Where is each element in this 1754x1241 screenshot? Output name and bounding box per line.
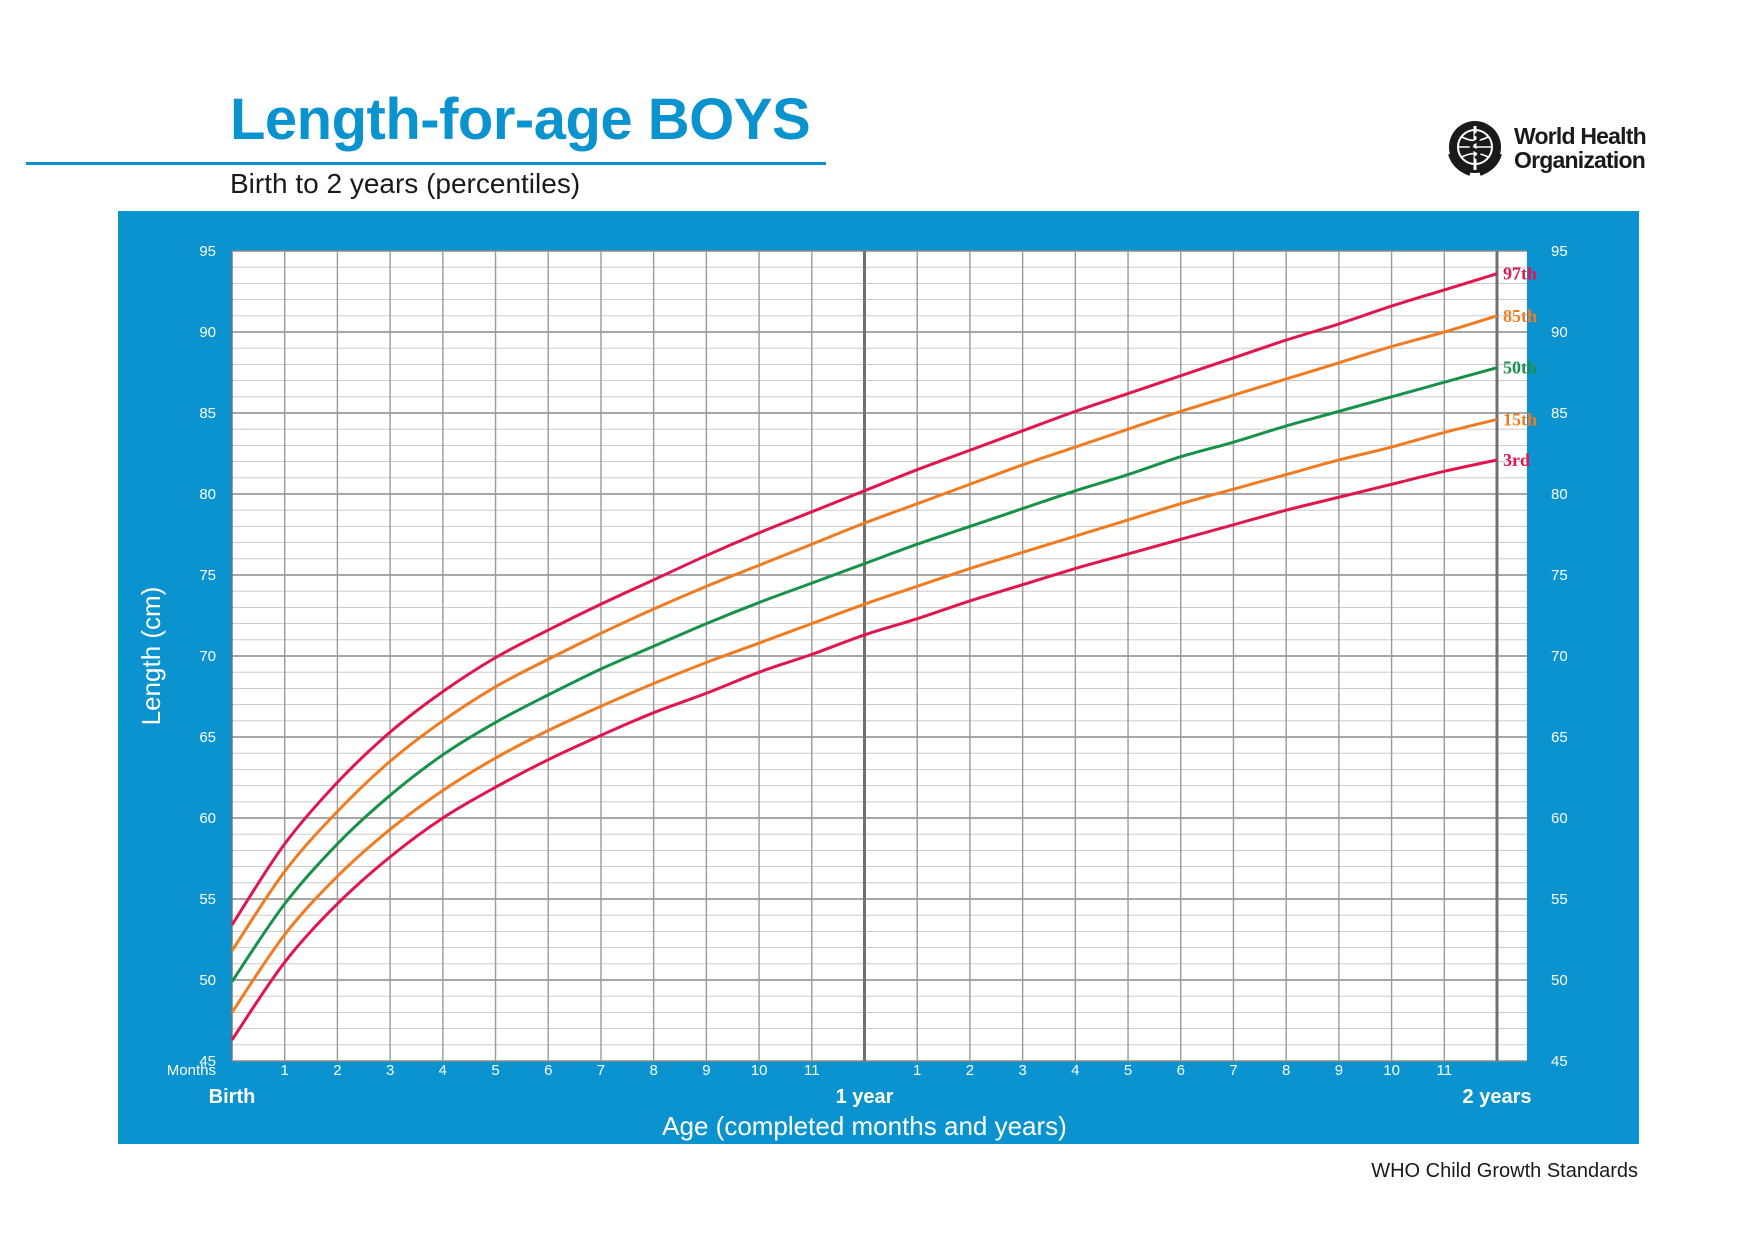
chart-title: Length-for-age BOYS — [230, 87, 811, 152]
x-tick-label: 10 — [1383, 1062, 1400, 1079]
series-line-97th — [230, 272, 1498, 926]
x-tick-label: 6 — [544, 1062, 552, 1079]
y-tick-label-right: 50 — [1551, 972, 1568, 989]
x-tick-label: 2 — [333, 1062, 341, 1079]
chart-panel: 45 45 50 50 55 55 60 60 65 65 70 70 75 75 80 80 85 85 90 90… — [118, 211, 1639, 1144]
y-tick-label-left: 45 — [199, 1053, 216, 1070]
title-underline — [26, 162, 826, 165]
x-tick-label: 1 — [913, 1062, 921, 1079]
x-tick-label: 3 — [386, 1062, 394, 1079]
series-line-85th — [230, 314, 1498, 952]
y-tick-label-left: 55 — [199, 891, 216, 908]
y-tick-label-right: 45 — [1551, 1053, 1568, 1070]
who-org-name: World Health Organization — [1514, 123, 1647, 173]
x-tick-label: 7 — [1229, 1062, 1237, 1079]
y-tick-label-left: 85 — [199, 405, 216, 422]
x-tick-label: 4 — [439, 1062, 447, 1079]
x-tick-label: 8 — [1282, 1062, 1290, 1079]
series-label: 15th — [1503, 409, 1537, 429]
y-tick-label-left: 70 — [199, 648, 216, 665]
who-org-name-line2: Organization — [1514, 147, 1646, 173]
series-label: 3rd — [1503, 450, 1530, 470]
y-tick-label-right: 75 — [1551, 567, 1568, 584]
y-tick-label-right: 85 — [1551, 405, 1568, 422]
x-tick-label: 6 — [1177, 1062, 1185, 1079]
x-axis-title: Age (completed months and years) — [662, 1111, 1067, 1141]
series-line-15th — [230, 418, 1498, 1014]
series-label: 97th — [1503, 264, 1537, 284]
y-tick-label-left: 60 — [199, 810, 216, 827]
y-tick-label-right: 90 — [1551, 324, 1568, 341]
y-tick-label-left: 65 — [199, 729, 216, 746]
who-emblem-icon — [1448, 121, 1502, 176]
x-tick-label: 2 — [966, 1062, 974, 1079]
y-tick-label-right: 65 — [1551, 729, 1568, 746]
x-axis-prefix: Months — [167, 1062, 216, 1079]
y-tick-label-left: 50 — [199, 972, 216, 989]
x-tick-label: 5 — [491, 1062, 499, 1079]
y-tick-label-left: 95 — [199, 243, 216, 260]
series-label: 85th — [1503, 306, 1537, 326]
x-tick-label: 7 — [597, 1062, 605, 1079]
x-tick-label: 5 — [1124, 1062, 1132, 1079]
x-tick-label: 1 — [281, 1062, 289, 1079]
y-tick-label-left: 80 — [199, 486, 216, 503]
x-tick-label: 4 — [1071, 1062, 1079, 1079]
y-tick-label-right: 70 — [1551, 648, 1568, 665]
series-line-3rd — [230, 458, 1498, 1041]
y-tick-label-left: 75 — [199, 567, 216, 584]
who-org-name-line1: World Health — [1514, 123, 1647, 149]
x-milestone-label: 2 years — [1463, 1086, 1532, 1108]
x-tick-label: 10 — [751, 1062, 768, 1079]
who-logo: World Health Organization — [1440, 114, 1650, 186]
x-milestone-label: Birth — [209, 1086, 256, 1108]
x-milestone-label: 1 year — [836, 1086, 894, 1108]
x-tick-label: 9 — [702, 1062, 710, 1079]
chart-subtitle: Birth to 2 years (percentiles) — [230, 168, 581, 199]
y-tick-label-left: 90 — [199, 324, 216, 341]
x-tick-label: 9 — [1335, 1062, 1343, 1079]
y-tick-label-right: 80 — [1551, 486, 1568, 503]
x-tick-label: 11 — [804, 1062, 820, 1079]
y-tick-label-right: 60 — [1551, 810, 1568, 827]
x-tick-label: 11 — [1437, 1062, 1453, 1079]
series-line-50th — [230, 366, 1498, 983]
y-tick-label-right: 55 — [1551, 891, 1568, 908]
series-label: 50th — [1503, 358, 1537, 378]
y-axis-title: Length (cm) — [136, 587, 166, 726]
y-tick-label-right: 95 — [1551, 243, 1568, 260]
footer-text: WHO Child Growth Standards — [1371, 1160, 1638, 1182]
x-tick-label: 8 — [649, 1062, 657, 1079]
x-tick-label: 3 — [1018, 1062, 1026, 1079]
